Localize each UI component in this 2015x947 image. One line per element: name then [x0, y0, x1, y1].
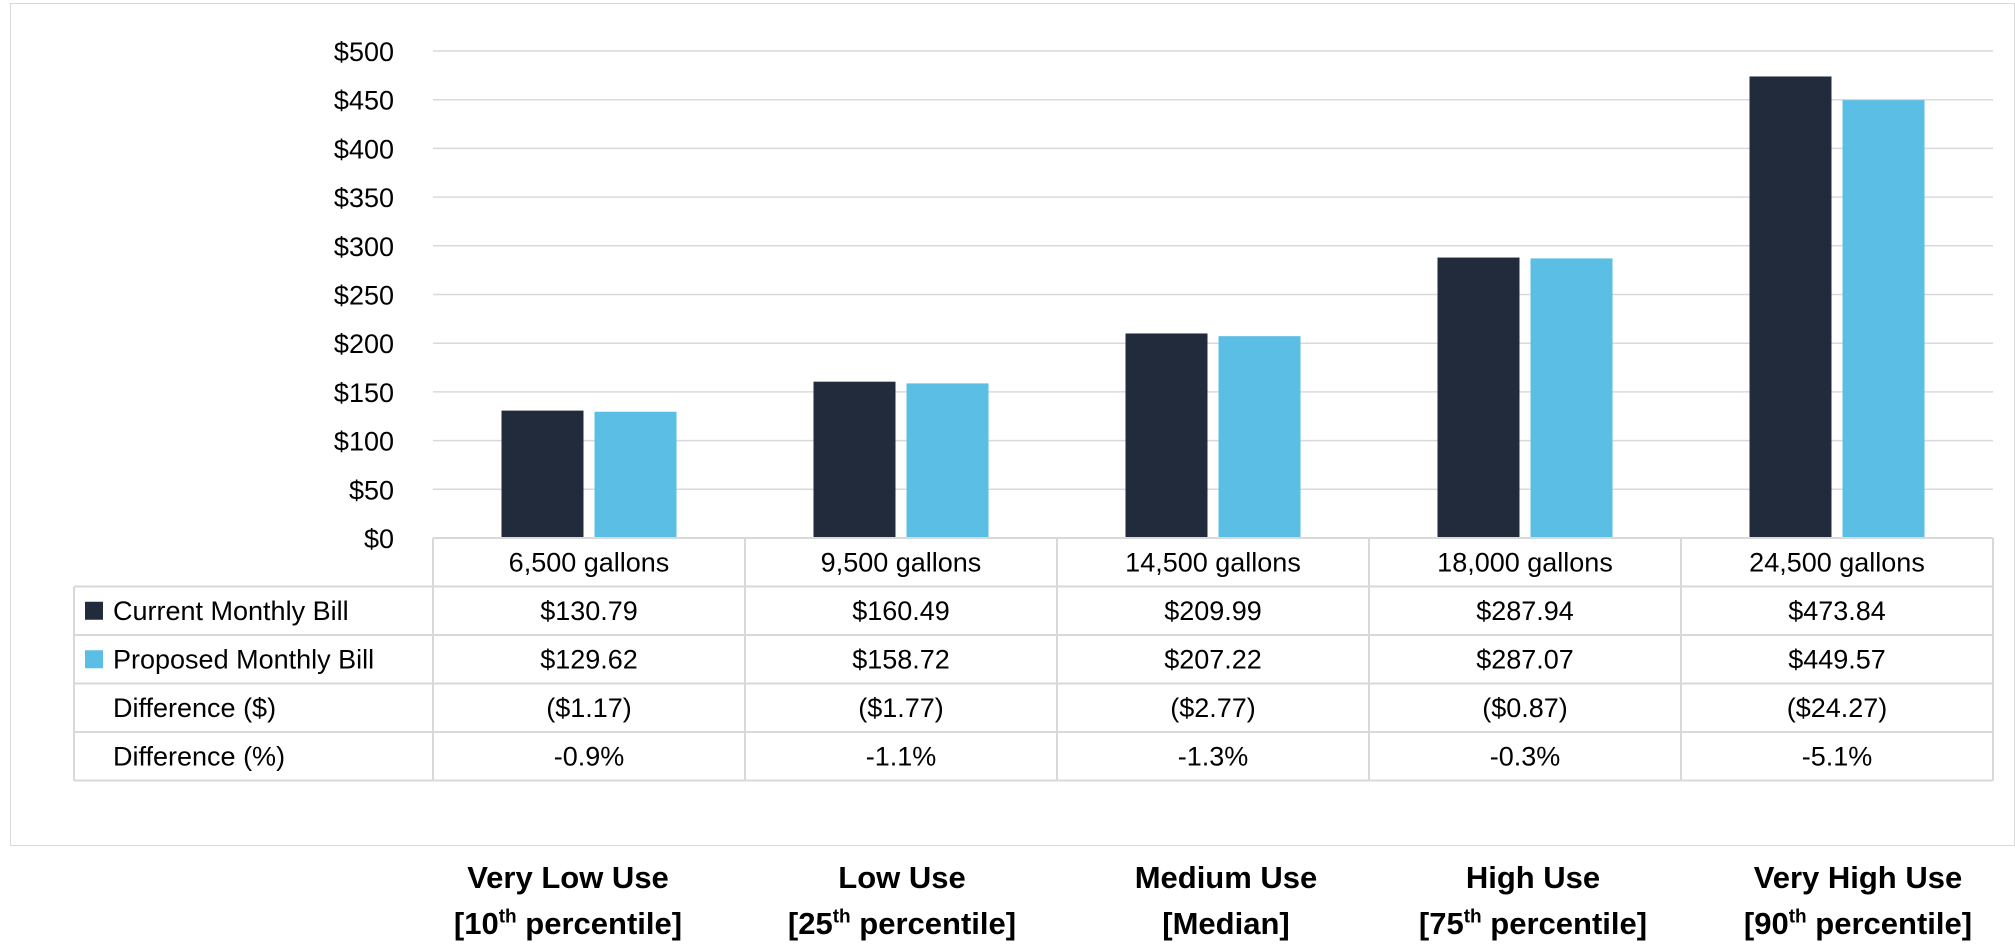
- table-cell: -0.3%: [1490, 741, 1561, 771]
- y-tick-label: $0: [364, 524, 394, 554]
- table-cell: ($2.77): [1170, 693, 1256, 723]
- usage-percentile: [90th percentile]: [1708, 901, 2008, 947]
- table-row-label: Difference (%): [113, 741, 285, 771]
- table-cell: ($1.77): [858, 693, 944, 723]
- current-bill-bar: [813, 381, 896, 538]
- usage-percentile-text: [Median]: [1162, 906, 1290, 941]
- table-cell: $449.57: [1788, 644, 1886, 674]
- table-cell: $129.62: [540, 644, 638, 674]
- table-cell: -0.9%: [554, 741, 625, 771]
- usage-percentile-text: percentile]: [850, 906, 1017, 941]
- ordinal-suffix: th: [498, 906, 517, 928]
- table-row-label: Current Monthly Bill: [113, 596, 349, 626]
- usage-percentile: [Median]: [1076, 901, 1376, 947]
- current-bill-bar: [1749, 76, 1832, 538]
- table-cell: $160.49: [852, 596, 950, 626]
- proposed-bill-legend-key: [85, 650, 103, 669]
- ordinal-suffix: th: [1788, 906, 1807, 928]
- table-cell: $209.99: [1164, 596, 1262, 626]
- usage-level-name: Low Use: [838, 860, 966, 895]
- current-bill-legend-key: [85, 601, 103, 620]
- y-tick-label: $350: [334, 183, 394, 213]
- table-cell: $473.84: [1788, 596, 1886, 626]
- table-cell: -5.1%: [1802, 741, 1873, 771]
- usage-level-name: High Use: [1465, 860, 1601, 895]
- usage-percentile: [25th percentile]: [752, 901, 1052, 947]
- category-label: 24,500 gallons: [1749, 547, 1925, 577]
- usage-percentile-text: percentile]: [1481, 906, 1648, 941]
- usage-percentile-text: [10: [453, 906, 499, 941]
- usage-percentile-text: percentile]: [516, 906, 683, 941]
- usage-percentile: [75th percentile]: [1383, 901, 1683, 947]
- usage-percentile-text: [75: [1418, 906, 1464, 941]
- table-cell: $130.79: [540, 596, 638, 626]
- usage-level-label: Very High Use [90th percentile]: [1708, 855, 2008, 947]
- y-tick-label: $50: [349, 475, 394, 505]
- table-cell: ($0.87): [1482, 693, 1568, 723]
- y-tick-label: $400: [334, 134, 394, 164]
- category-label: 14,500 gallons: [1125, 547, 1301, 577]
- current-bill-bar: [1125, 333, 1208, 538]
- y-tick-label: $300: [334, 232, 394, 262]
- current-bill-bar: [1437, 257, 1520, 538]
- y-tick-label: $200: [334, 329, 394, 359]
- table-cell: $158.72: [852, 644, 950, 674]
- table-row-label: Difference ($): [113, 693, 276, 723]
- y-tick-label: $450: [334, 86, 394, 116]
- category-label: 9,500 gallons: [821, 547, 982, 577]
- proposed-bill-bar: [1842, 100, 1925, 538]
- proposed-bill-bar: [594, 411, 677, 538]
- y-tick-label: $150: [334, 378, 394, 408]
- table-cell: $207.22: [1164, 644, 1262, 674]
- usage-level-label: Very Low Use [10th percentile]: [418, 855, 718, 947]
- proposed-bill-bar: [1218, 336, 1301, 538]
- usage-level-name: Very High Use: [1753, 860, 1963, 895]
- table-row-label: Proposed Monthly Bill: [113, 644, 374, 674]
- usage-level-label: Medium Use [Median]: [1076, 855, 1376, 947]
- y-tick-label: $500: [334, 37, 394, 67]
- usage-level-label: High Use [75th percentile]: [1383, 855, 1683, 947]
- current-bill-bar: [501, 410, 584, 538]
- proposed-bill-bar: [906, 383, 989, 538]
- usage-level-name: Medium Use: [1134, 860, 1318, 895]
- y-tick-label: $100: [334, 427, 394, 457]
- table-cell: -1.3%: [1178, 741, 1249, 771]
- table-cell: -1.1%: [866, 741, 937, 771]
- usage-level-labels: Very Low Use [10th percentile] Low Use [25t…: [0, 855, 2015, 941]
- category-label: 18,000 gallons: [1437, 547, 1613, 577]
- table-cell: ($1.17): [546, 693, 632, 723]
- usage-percentile: [10th percentile]: [418, 901, 718, 947]
- usage-percentile-text: [25: [787, 906, 833, 941]
- usage-percentile-text: [90: [1743, 906, 1789, 941]
- table-cell: $287.07: [1476, 644, 1574, 674]
- category-label: 6,500 gallons: [509, 547, 670, 577]
- table-cell: ($24.27): [1787, 693, 1888, 723]
- usage-level-name: Very Low Use: [467, 860, 669, 895]
- y-tick-label: $250: [334, 281, 394, 311]
- proposed-bill-bar: [1530, 258, 1613, 538]
- usage-percentile-text: percentile]: [1806, 906, 1973, 941]
- ordinal-suffix: th: [1463, 906, 1482, 928]
- ordinal-suffix: th: [832, 906, 851, 928]
- usage-level-label: Low Use [25th percentile]: [752, 855, 1052, 947]
- table-cell: $287.94: [1476, 596, 1574, 626]
- bill-comparison-chart: $0 $50 $100 $150 $200 $250 $300 $350 $400 $450 $50…: [73, 37, 1994, 782]
